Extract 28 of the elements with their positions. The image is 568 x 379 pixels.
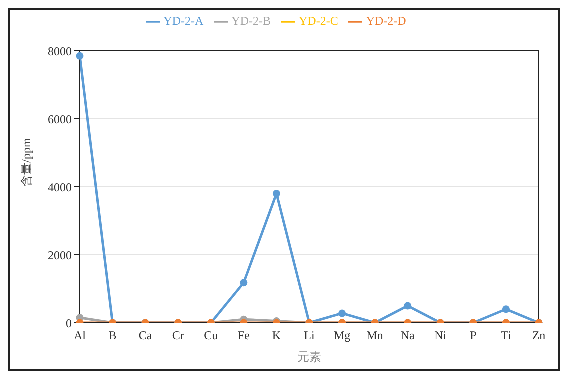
- point: [272, 190, 280, 198]
- legend-label: YD-2-A: [164, 14, 204, 28]
- x-tick-label: Mn: [366, 328, 384, 343]
- y-tick-label: 6000: [48, 112, 72, 126]
- y-tick-label: 4000: [48, 180, 72, 194]
- legend-label: YD-2-D: [366, 14, 406, 28]
- x-tick-label: B: [108, 328, 117, 343]
- x-tick-label: Mg: [334, 328, 351, 343]
- y-tick-label: 0: [66, 316, 72, 330]
- x-tick-label: K: [272, 328, 282, 343]
- x-tick-label: Zn: [532, 328, 546, 343]
- x-tick-label: Na: [400, 328, 416, 343]
- x-tick-label: Ni: [434, 328, 448, 343]
- legend-label: YD-2-C: [299, 14, 338, 28]
- x-tick-label: Ca: [138, 328, 153, 343]
- x-tick-label: Cu: [204, 328, 218, 343]
- x-tick-label: Al: [74, 328, 87, 343]
- x-tick-label: Li: [304, 328, 316, 343]
- x-tick-label: P: [470, 328, 478, 343]
- y-axis-title: 含量/ppm: [19, 138, 34, 187]
- point: [76, 52, 84, 60]
- y-tick-label: 2000: [48, 248, 72, 262]
- x-tick-label: Fe: [238, 328, 250, 343]
- legend-label: YD-2-B: [232, 14, 271, 28]
- x-axis-title: 元素: [298, 350, 322, 364]
- x-tick-label: Cr: [172, 328, 184, 343]
- x-tick-label: Ti: [501, 328, 512, 343]
- y-tick-label: 8000: [48, 44, 72, 58]
